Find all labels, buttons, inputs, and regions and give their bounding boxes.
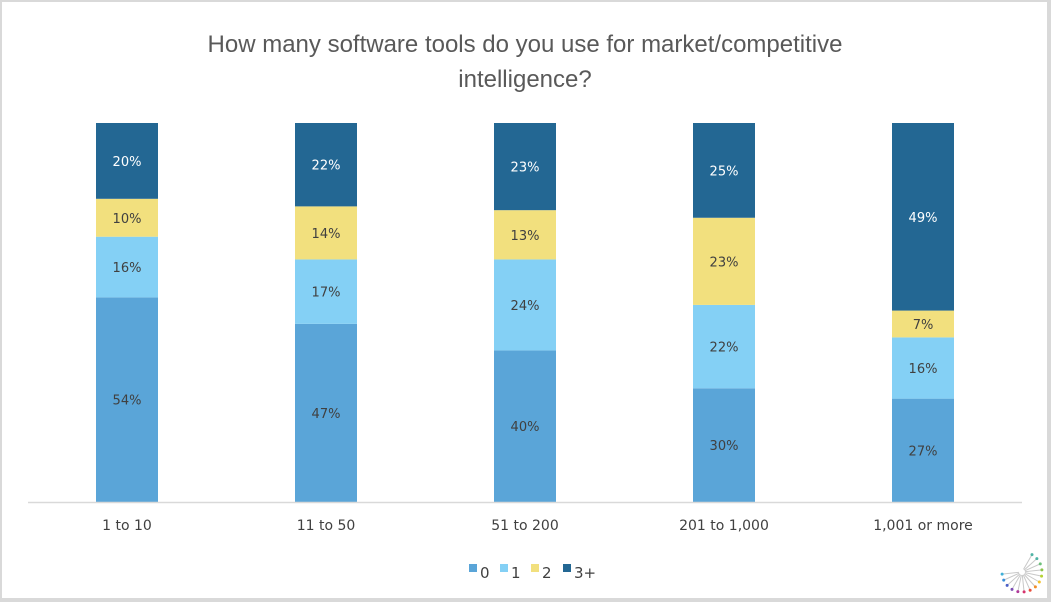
logo-dot	[1037, 580, 1041, 584]
bar-segment-2	[892, 310, 954, 338]
starburst-logo-icon	[1000, 553, 1044, 594]
logo-dot	[1002, 578, 1006, 582]
bar-segment-0	[96, 297, 158, 502]
logo-ray	[1023, 573, 1036, 588]
x-tick-labels: 1 to 10 11 to 50 51 to 200 201 to 1,000 1,00…	[102, 518, 973, 534]
data-label: 23%	[511, 161, 540, 176]
data-label: 22%	[312, 159, 341, 174]
x-tick-label: 51 to 200	[491, 518, 559, 534]
logo-dot	[1000, 572, 1004, 576]
logo-ray	[1024, 573, 1040, 583]
data-label: 7%	[913, 318, 934, 333]
data-label: 13%	[511, 229, 540, 244]
chart-title-line-2: intelligence?	[458, 66, 591, 93]
legend-label: 3+	[574, 564, 596, 582]
bar-segment-1	[494, 259, 556, 351]
logo-ray	[1023, 554, 1033, 570]
data-label: 16%	[113, 261, 142, 276]
legend: 0 1 2 3+	[469, 564, 596, 582]
bar-segment-3+	[295, 123, 357, 207]
logo-ray	[1002, 571, 1020, 575]
logo-ray	[1023, 558, 1038, 571]
data-label: 17%	[312, 286, 341, 301]
bar-stack: 27% 16% 7% 49%	[892, 123, 954, 502]
x-tick-label: 1,001 or more	[873, 518, 973, 534]
bar-segment-2	[96, 198, 158, 237]
bar-stack: 30% 22% 23% 25%	[693, 123, 755, 502]
legend-label: 0	[480, 564, 490, 582]
data-label: 24%	[511, 299, 540, 314]
logo-ray	[1024, 563, 1041, 572]
data-label: 20%	[113, 155, 142, 170]
logo-ray	[1017, 574, 1022, 592]
bar-segment-3+	[693, 123, 755, 218]
bar-segment-3+	[96, 123, 158, 199]
data-label: 27%	[909, 444, 938, 459]
x-tick-label: 201 to 1,000	[679, 518, 769, 534]
logo-ray	[1021, 574, 1025, 592]
logo-dot	[1030, 553, 1034, 557]
data-label: 40%	[511, 420, 540, 435]
x-tick-label: 11 to 50	[297, 518, 356, 534]
data-label: 54%	[113, 394, 142, 409]
bar-segment-1	[892, 337, 954, 399]
logo-dot	[1022, 590, 1026, 594]
logo-dot	[1040, 568, 1044, 572]
data-label: 30%	[710, 439, 739, 454]
logo-ray	[1003, 572, 1020, 581]
legend-label: 2	[542, 564, 552, 582]
data-label: 49%	[909, 211, 938, 226]
legend-swatch-3+	[563, 564, 571, 572]
bar-segment-3+	[892, 123, 954, 311]
chart-title-line-1: How many software tools do you use for m…	[208, 31, 843, 58]
bar-segment-2	[295, 206, 357, 260]
bar-segment-0	[295, 323, 357, 502]
legend-label: 1	[511, 564, 521, 582]
logo-dot	[1040, 574, 1044, 578]
logo-dot	[1028, 588, 1032, 592]
data-label: 25%	[710, 164, 739, 179]
legend-swatch-1	[500, 564, 508, 572]
legend-swatch-0	[469, 564, 477, 572]
bar-stack: 40% 24% 13% 23%	[494, 123, 556, 502]
data-label: 16%	[909, 362, 938, 377]
data-label: 47%	[312, 407, 341, 422]
bar-segment-2	[693, 217, 755, 305]
bar-segment-2	[494, 210, 556, 260]
bar-segment-0	[693, 388, 755, 502]
bar-stack: 47% 17% 14% 22%	[295, 123, 357, 502]
logo-dot	[1016, 590, 1020, 594]
bar-stack: 54% 16% 10% 20%	[96, 123, 158, 502]
x-tick-label: 1 to 10	[102, 518, 152, 534]
bars-group: 54% 16% 10% 20% 47% 17% 14% 22% 40% 24% 13% 23% 30% 2…	[96, 123, 954, 502]
data-label: 23%	[710, 255, 739, 270]
bar-segment-0	[892, 398, 954, 502]
logo-dot	[1038, 562, 1042, 566]
bar-segment-1	[693, 304, 755, 389]
logo-dot	[1010, 587, 1014, 591]
logo-ray	[1024, 569, 1042, 573]
legend-swatch-2	[531, 564, 539, 572]
data-label: 14%	[312, 227, 341, 242]
bar-segment-0	[494, 350, 556, 502]
logo-ray	[1006, 573, 1021, 586]
logo-dot	[1035, 557, 1039, 561]
logo-dot	[1005, 583, 1009, 587]
logo-ray	[1022, 574, 1031, 591]
logo-dot	[1033, 585, 1037, 589]
data-label: 22%	[710, 341, 739, 356]
bar-segment-3+	[494, 123, 556, 211]
bar-segment-1	[96, 236, 158, 298]
logo-ray	[1011, 574, 1021, 590]
bar-segment-1	[295, 259, 357, 324]
data-label: 10%	[113, 212, 142, 227]
logo-ray	[1024, 572, 1042, 577]
